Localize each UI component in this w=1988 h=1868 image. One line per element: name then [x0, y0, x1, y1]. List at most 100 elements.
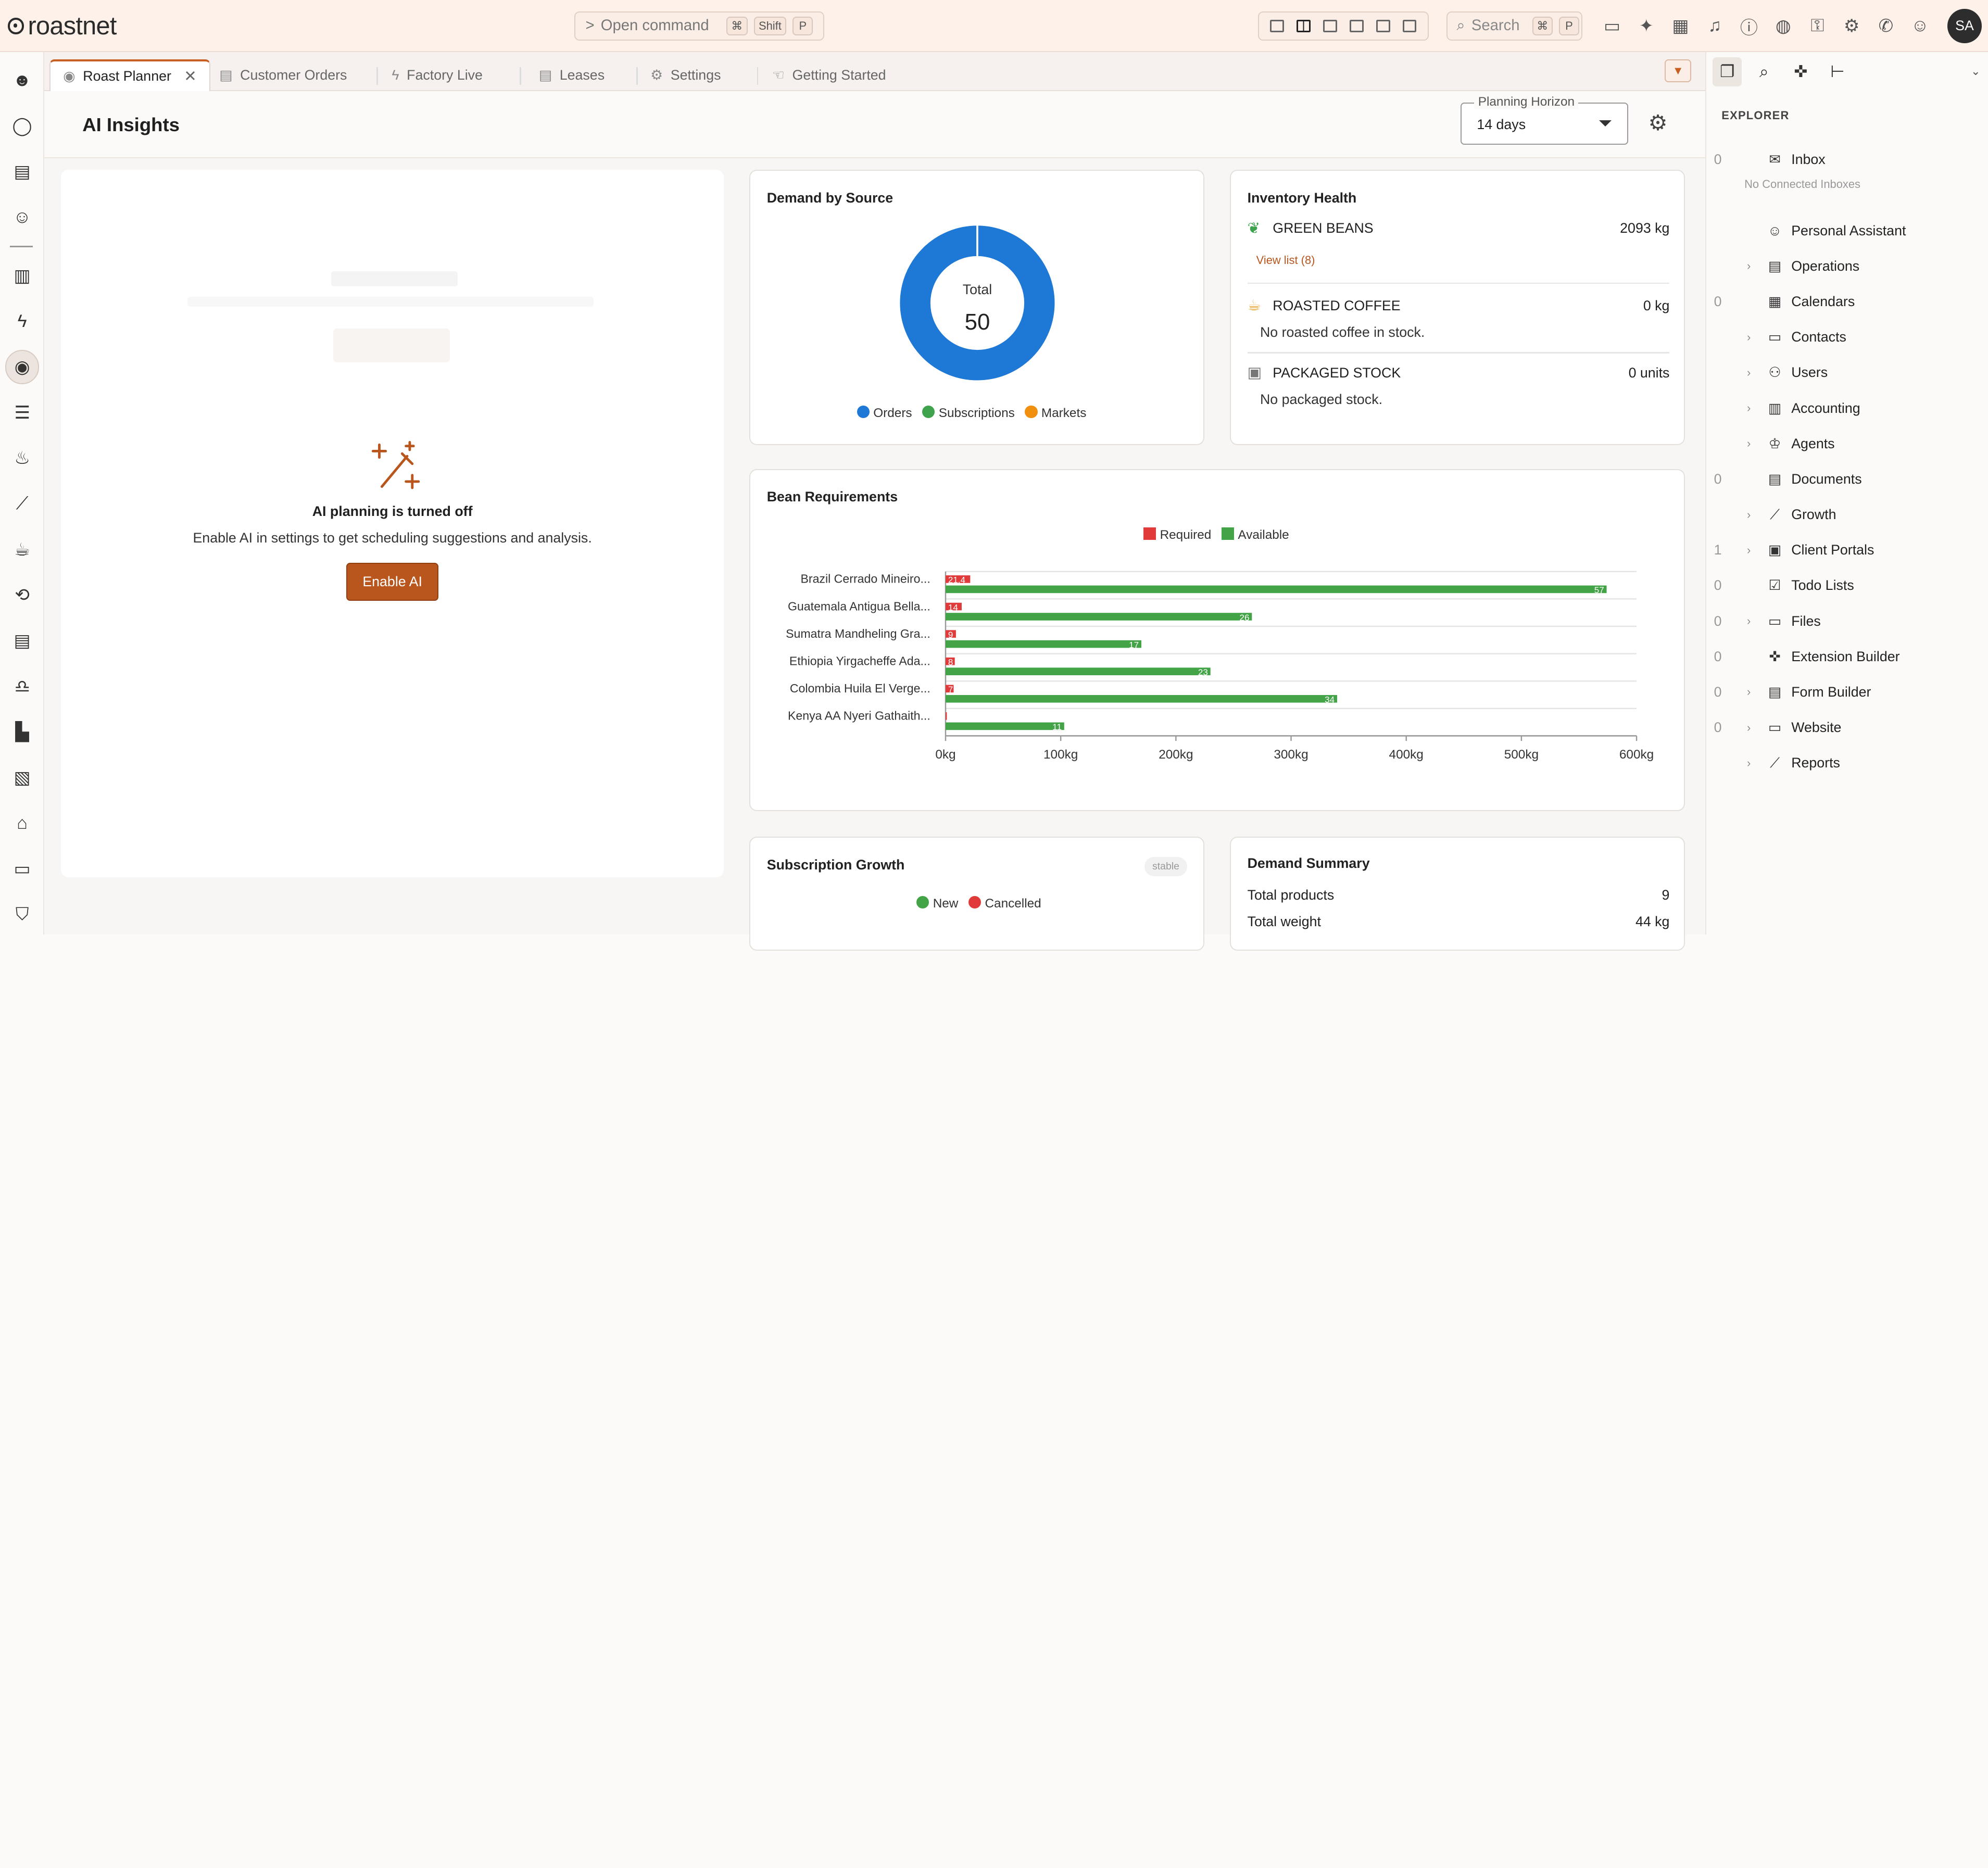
legend-orders[interactable]: Orders: [857, 405, 912, 421]
tabs-overflow-button[interactable]: ▼: [1665, 59, 1692, 83]
explorer-item-files[interactable]: › ▭ Files 0: [1706, 609, 1988, 634]
close-icon[interactable]: ✕: [184, 68, 197, 85]
legend-cancelled[interactable]: Cancelled: [968, 896, 1041, 911]
legend-markets[interactable]: Markets: [1025, 405, 1086, 421]
tab-leases[interactable]: ▤ Leases: [526, 59, 618, 91]
layout-columns-icon[interactable]: [1297, 19, 1311, 33]
explorer-item-growth[interactable]: › ⟋ Growth: [1706, 502, 1988, 527]
assistant-icon[interactable]: ☺: [13, 207, 31, 228]
puzzle-icon[interactable]: ✜: [1794, 62, 1808, 81]
explorer-item-todo-lists[interactable]: ☑ Todo Lists 0: [1706, 573, 1988, 599]
warehouse-icon[interactable]: ⌂: [17, 813, 28, 833]
explorer-item-personal-assistant[interactable]: ☺ Personal Assistant: [1706, 218, 1988, 244]
layout-sidebar-icon[interactable]: [1323, 19, 1337, 33]
roast-icon[interactable]: ◉: [5, 350, 40, 384]
chevron-right-icon[interactable]: ›: [1746, 259, 1751, 273]
layout-tree-icon[interactable]: [1402, 19, 1417, 33]
chevron-right-icon[interactable]: ›: [1746, 508, 1751, 521]
command-palette-button[interactable]: > Open command ⌘ Shift P: [574, 11, 824, 41]
search-icon[interactable]: ⌕: [1759, 61, 1769, 81]
folder-icon[interactable]: ▭: [1603, 16, 1621, 36]
chevron-right-icon[interactable]: ›: [1746, 401, 1751, 415]
user-avatar[interactable]: SA: [1947, 9, 1982, 43]
layout-tiles-icon[interactable]: [1349, 19, 1364, 33]
document-icon[interactable]: ▥: [14, 266, 31, 286]
legend-subscriptions[interactable]: Subscriptions: [922, 405, 1015, 421]
tab-settings[interactable]: ⚙ Settings: [638, 59, 734, 91]
sparkles-icon[interactable]: ✦: [1639, 16, 1654, 36]
settings-gear-button[interactable]: ⚙: [1648, 110, 1668, 135]
phone-icon[interactable]: ✆: [1878, 16, 1894, 36]
briefcase-icon[interactable]: ▭: [14, 859, 31, 879]
explorer-item-client-portals[interactable]: › ▣ Client Portals 1: [1706, 537, 1988, 563]
explorer-item-form-builder[interactable]: › ▤ Form Builder 0: [1706, 679, 1988, 705]
tab-factory-live[interactable]: ϟ Factory Live: [379, 59, 495, 91]
chart-icon[interactable]: ⟋: [16, 494, 29, 514]
explorer-item-inbox[interactable]: ✉ Inbox 0: [1706, 147, 1988, 172]
chevron-right-icon[interactable]: ›: [1746, 543, 1751, 557]
view-list-link[interactable]: View list (8): [1256, 253, 1315, 267]
donut-center-label: Total: [963, 281, 992, 297]
chevron-right-icon[interactable]: ›: [1746, 685, 1751, 699]
tab-customer-orders[interactable]: ▤ Customer Orders: [207, 59, 360, 91]
layout-grid-icon[interactable]: [1270, 19, 1285, 33]
chevron-right-icon[interactable]: ›: [1746, 330, 1751, 344]
explorer-item-agents[interactable]: › ♔ Agents: [1706, 431, 1988, 457]
bar-available: [946, 585, 1607, 594]
explorer-item-website[interactable]: › ▭ Website 0: [1706, 715, 1988, 740]
cup-icon[interactable]: ☕: [14, 539, 30, 560]
help-icon[interactable]: ⓘ: [1740, 18, 1758, 38]
donut-ring-orders[interactable]: [900, 225, 1055, 381]
tab-roast-planner[interactable]: ◉ Roast Planner ✕: [49, 59, 211, 92]
search-button[interactable]: ⌕ Search ⌘ P: [1446, 11, 1582, 41]
calendar-icon[interactable]: ▦: [1672, 16, 1689, 36]
explorer-item-accounting[interactable]: › ▥ Accounting: [1706, 396, 1988, 421]
bag-icon[interactable]: ⛉: [15, 904, 29, 925]
chevron-right-icon[interactable]: ›: [1746, 721, 1751, 734]
hand-icon: ☜: [772, 67, 785, 83]
globe-icon[interactable]: ◍: [1775, 16, 1791, 36]
tab-getting-started[interactable]: ☜ Getting Started: [760, 59, 899, 91]
legend-required[interactable]: Required: [1143, 527, 1211, 542]
chevron-right-icon[interactable]: ›: [1746, 365, 1751, 379]
chat-icon[interactable]: ◯: [12, 116, 32, 136]
lock-icon[interactable]: ⚿: [1810, 16, 1825, 36]
refresh-icon[interactable]: ⟲: [15, 585, 30, 605]
x-tick-label: 500kg: [1504, 748, 1539, 762]
tree-icon[interactable]: ⊢: [1830, 62, 1845, 81]
factory-icon[interactable]: ▙: [15, 722, 29, 742]
app-logo[interactable]: roastnet: [7, 11, 117, 41]
checklist-icon[interactable]: ☰: [14, 402, 30, 423]
chevron-right-icon[interactable]: ›: [1746, 437, 1751, 450]
explorer-item-count: 0: [1714, 294, 1722, 310]
bolt-icon[interactable]: ϟ: [17, 311, 27, 331]
explorer-item-users[interactable]: › ⚇ Users: [1706, 360, 1988, 386]
report-icon[interactable]: ▧: [14, 767, 31, 788]
bean-requirements-chart: 0kg 100kg 200kg 300kg 400kg 500kg 600kg Brazil …: [786, 571, 1654, 762]
legend-available[interactable]: Available: [1221, 527, 1289, 542]
planning-horizon-select[interactable]: Planning Horizon 14 days: [1461, 95, 1628, 145]
message-icon[interactable]: ▤: [14, 161, 31, 182]
explorer-item-documents[interactable]: ▤ Documents 0: [1706, 466, 1988, 492]
files-icon[interactable]: ❐: [1713, 57, 1742, 86]
assistant-icon[interactable]: ☺: [1911, 16, 1929, 36]
explorer-item-contacts[interactable]: › ▭ Contacts: [1706, 324, 1988, 350]
headset-icon[interactable]: ♎: [14, 676, 30, 697]
explorer-item-reports[interactable]: › ⟋ Reports: [1706, 751, 1988, 776]
flame-icon[interactable]: ♨: [14, 448, 30, 469]
gear-icon[interactable]: ⚙: [1843, 16, 1860, 36]
bell-icon[interactable]: ♫: [1708, 16, 1722, 36]
layout-search-icon[interactable]: [1376, 19, 1390, 33]
explorer-item-calendars[interactable]: ▦ Calendars 0: [1706, 289, 1988, 314]
data-label-required: 9: [948, 630, 953, 640]
chevron-down-icon[interactable]: ⌄: [1971, 65, 1981, 78]
enable-ai-button[interactable]: Enable AI: [346, 563, 439, 601]
explorer-item-operations[interactable]: › ▤ Operations: [1706, 254, 1988, 279]
chevron-right-icon[interactable]: ›: [1746, 614, 1751, 628]
legend-new[interactable]: New: [916, 896, 958, 911]
explorer-item-extension-builder[interactable]: ✜ Extension Builder 0: [1706, 644, 1988, 670]
bot-icon[interactable]: ☻: [12, 70, 32, 91]
list-icon[interactable]: ▤: [14, 630, 31, 651]
bean-requirements-card: Bean Requirements Required Available 0kg…: [749, 469, 1685, 812]
chevron-right-icon[interactable]: ›: [1746, 756, 1751, 769]
